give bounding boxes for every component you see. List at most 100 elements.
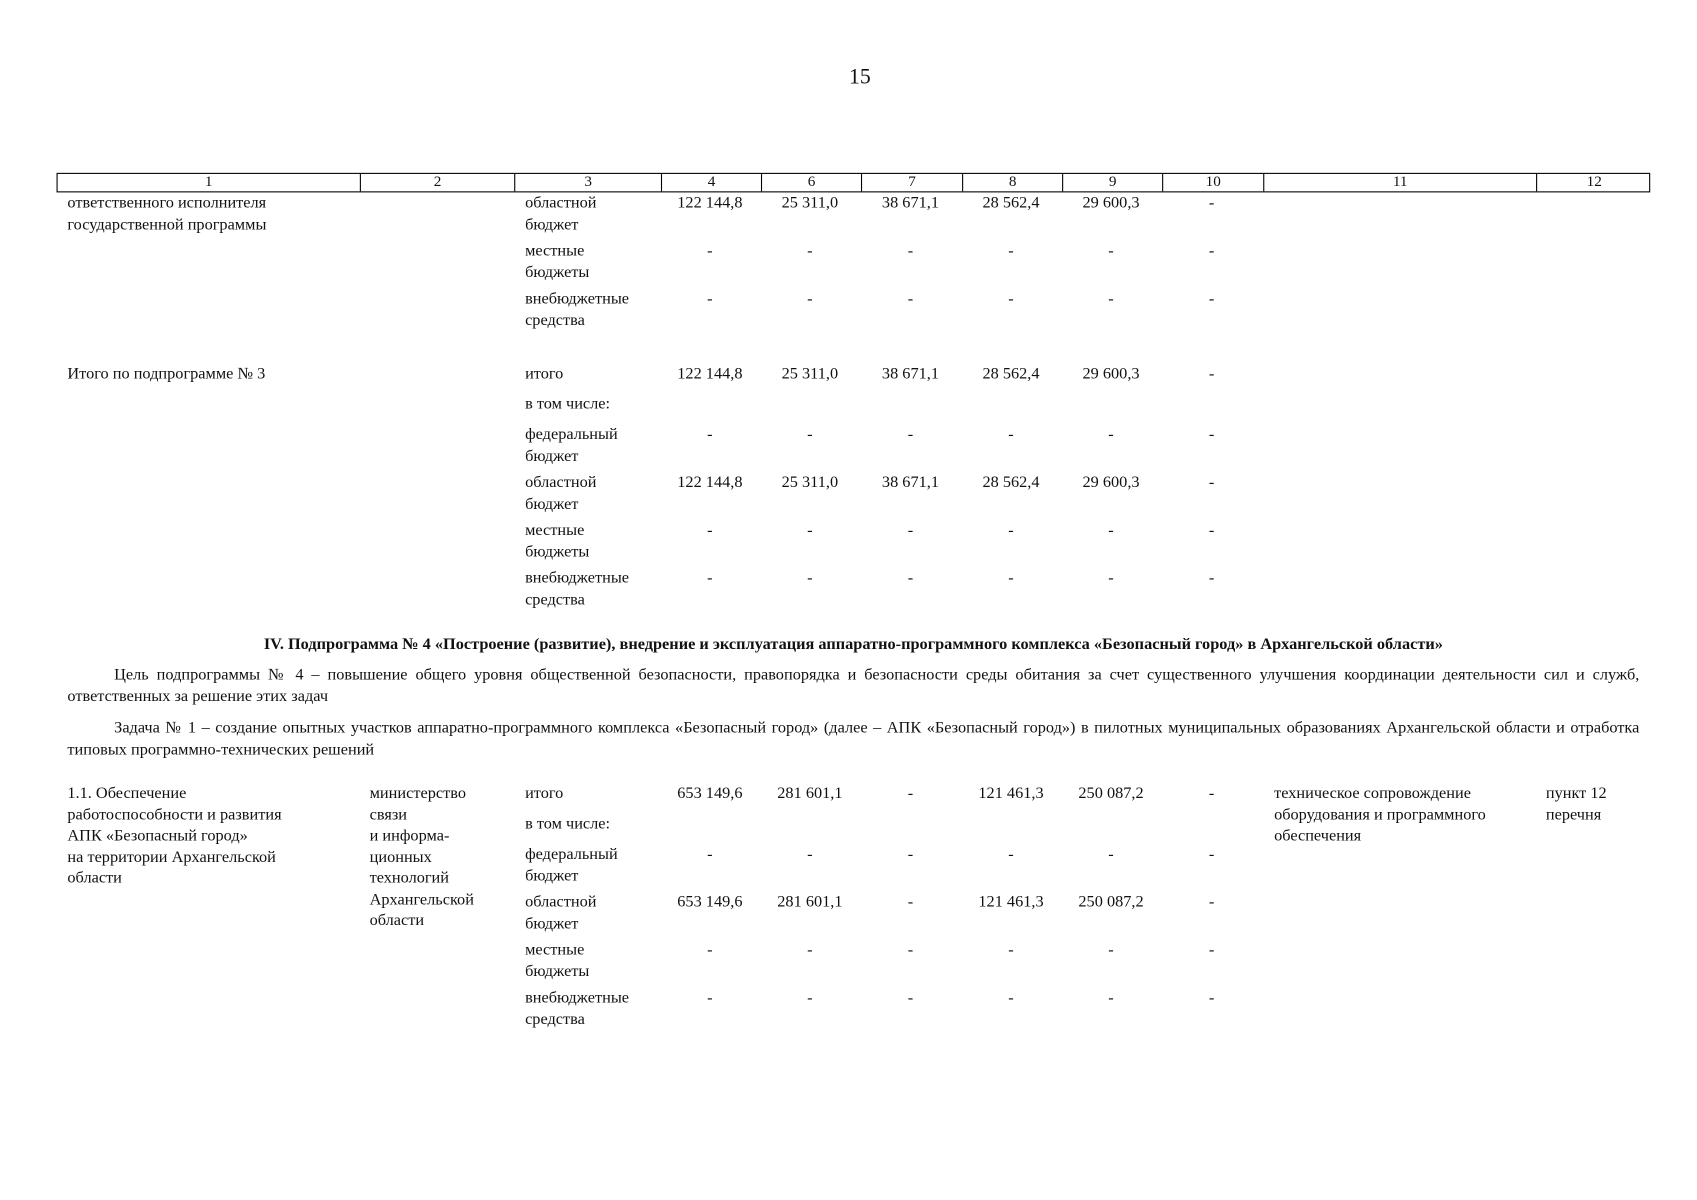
row-description: 1.1. Обеспечение работоспособности и раз… xyxy=(67,784,282,888)
responsible-executor: министерство связи и информа- ционных те… xyxy=(369,784,474,930)
funding-value: - xyxy=(707,290,713,308)
funding-value: 122 144,8 xyxy=(677,194,743,212)
funding-value: - xyxy=(907,242,914,260)
funding-value: - xyxy=(1208,473,1215,492)
funding-value: - xyxy=(1108,845,1114,864)
funding-value: 38 671,1 xyxy=(881,365,939,383)
funding-source-label: областной бюджет xyxy=(525,473,597,513)
funding-value: - xyxy=(707,426,713,444)
header-cell: 11 xyxy=(1263,173,1536,192)
funding-value: - xyxy=(807,290,813,308)
funding-value: - xyxy=(1108,426,1114,444)
subprogram-goal: Цель подпрограммы № 4 – повышение общего… xyxy=(67,666,1640,705)
funding-value: - xyxy=(1108,521,1114,540)
funding-value: - xyxy=(807,521,813,540)
funding-value: - xyxy=(707,242,713,260)
funding-value: - xyxy=(1108,989,1114,1007)
subprogram-task: Задача № 1 – создание опытных участков а… xyxy=(67,719,1640,759)
funding-value: - xyxy=(1208,989,1215,1007)
funding-source-label: местные бюджеты xyxy=(525,242,590,282)
funding-value: 28 562,4 xyxy=(982,473,1040,492)
funding-value: 28 562,4 xyxy=(982,194,1040,212)
funding-value: 29 600,3 xyxy=(1082,365,1140,383)
funding-value: - xyxy=(707,989,713,1007)
funding-value: - xyxy=(707,845,713,864)
funding-value: 122 144,8 xyxy=(677,365,743,383)
funding-value: 25 311,0 xyxy=(781,194,839,212)
funding-value: - xyxy=(1208,521,1215,540)
header-cell: 3 xyxy=(514,173,661,192)
funding-value: - xyxy=(1208,365,1215,383)
header-cell: 2 xyxy=(359,173,514,192)
funding-value: - xyxy=(1008,941,1014,959)
funding-source-label: в том числе: xyxy=(525,815,611,833)
funding-source-label: местные бюджеты xyxy=(525,941,590,981)
funding-value: - xyxy=(907,893,914,911)
funding-value: - xyxy=(1108,290,1114,308)
funding-value: - xyxy=(1108,941,1114,959)
funding-source-label: итого xyxy=(525,365,564,383)
funding-value: - xyxy=(907,521,914,540)
header-cell: 8 xyxy=(962,173,1062,192)
funding-value: - xyxy=(1008,845,1014,864)
page-number: 15 xyxy=(849,65,871,90)
funding-value: - xyxy=(1208,893,1215,911)
funding-value: - xyxy=(1208,845,1215,864)
funding-value: - xyxy=(907,426,914,444)
header-cell: 4 xyxy=(660,173,761,192)
funding-value: 38 671,1 xyxy=(881,194,939,212)
funding-value: 29 600,3 xyxy=(1082,473,1140,492)
reference: пункт 12 перечня xyxy=(1545,784,1607,824)
funding-value: - xyxy=(807,941,813,959)
funding-value: - xyxy=(1208,426,1215,444)
funding-value: - xyxy=(1008,521,1014,540)
header-cell: 7 xyxy=(860,173,962,192)
funding-value: 121 461,3 xyxy=(978,893,1044,911)
funding-value: - xyxy=(807,989,813,1007)
header-cell: 6 xyxy=(760,173,861,192)
funding-value: - xyxy=(1108,569,1114,588)
funding-value: - xyxy=(907,784,914,803)
funding-value: - xyxy=(907,845,914,864)
funding-value: 25 311,0 xyxy=(781,365,839,383)
funding-value: - xyxy=(807,845,813,864)
funding-value: - xyxy=(1008,569,1014,588)
row-description: ответственного исполнителя государственн… xyxy=(67,194,267,234)
funding-value: - xyxy=(1208,941,1215,959)
funding-value: - xyxy=(1008,989,1014,1007)
funding-value: - xyxy=(707,521,713,540)
funding-value: - xyxy=(1208,784,1215,803)
funding-value: - xyxy=(907,941,914,959)
header-cell: 1 xyxy=(204,173,213,191)
funding-value: 250 087,2 xyxy=(1078,893,1144,911)
funding-value: - xyxy=(1108,242,1114,260)
funding-value: 121 461,3 xyxy=(978,784,1044,803)
funding-source-label: федеральный бюджет xyxy=(525,845,618,885)
funding-value: - xyxy=(1008,426,1014,444)
funding-value: 28 562,4 xyxy=(982,365,1040,383)
funding-value: - xyxy=(907,989,914,1007)
funding-value: 281 601,1 xyxy=(777,893,843,911)
header-cell: 10 xyxy=(1162,173,1263,192)
funding-value: - xyxy=(1208,194,1215,212)
funding-value: - xyxy=(907,290,914,308)
row-description: Итого по подпрограмме № 3 xyxy=(67,365,266,383)
funding-source-label: местные бюджеты xyxy=(525,521,590,561)
funding-value: - xyxy=(707,941,713,959)
funding-value: - xyxy=(1208,242,1215,260)
table-header-row: 1 2 3 4 6 7 8 9 10 11 12 xyxy=(56,172,1651,193)
funding-value: 250 087,2 xyxy=(1078,784,1144,803)
funding-source-label: областной бюджет xyxy=(525,194,597,234)
funding-value: - xyxy=(807,569,813,588)
funding-value: - xyxy=(1208,569,1215,588)
funding-value: - xyxy=(807,426,813,444)
funding-value: 653 149,6 xyxy=(677,893,743,911)
funding-source-label: внебюджетные средства xyxy=(525,290,630,329)
funding-source-label: федеральный бюджет xyxy=(525,426,618,465)
header-cell: 12 xyxy=(1536,173,1651,192)
funding-source-label: в том числе: xyxy=(525,395,611,414)
funding-value: - xyxy=(707,569,713,588)
funding-value: 29 600,3 xyxy=(1082,194,1140,212)
funding-source-label: внебюджетные средства xyxy=(525,569,630,609)
